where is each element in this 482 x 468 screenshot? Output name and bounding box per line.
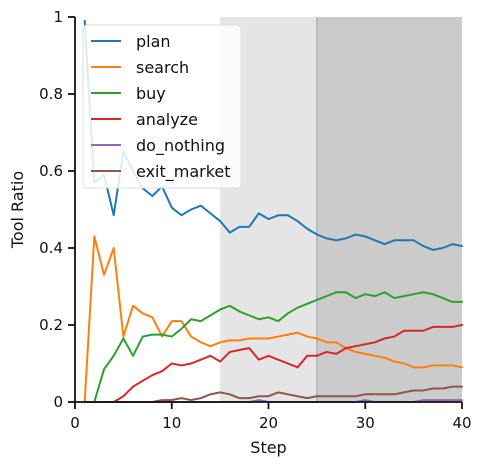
x-tick-label: 40 (452, 414, 471, 432)
shaded-regions (220, 17, 462, 402)
y-tick-label: 1 (53, 8, 63, 26)
x-tick-label: 20 (259, 414, 278, 432)
legend-label-search: search (136, 58, 189, 77)
legend: plan search buy analyze do_nothing exit_marke… (82, 24, 242, 189)
legend-box (82, 24, 242, 189)
x-tick-label: 10 (162, 414, 181, 432)
y-tick-label: 0.6 (39, 162, 63, 180)
x-axis-title: Step (250, 438, 286, 457)
x-tick-label: 30 (356, 414, 375, 432)
legend-label-exit-market: exit_market (136, 162, 231, 182)
y-axis-title: Tool Ratio (8, 171, 27, 249)
x-tick-label: 0 (70, 414, 80, 432)
series-line-analyze (83, 324, 463, 403)
series-line-search (83, 235, 463, 403)
y-tick-label: 0.2 (39, 316, 63, 334)
y-tick-label: 0 (53, 393, 63, 411)
y-axis-ticks: 0 0.2 0.4 0.6 0.8 1 (39, 8, 75, 411)
y-tick-label: 0.4 (39, 239, 63, 257)
legend-label-buy: buy (136, 84, 166, 103)
legend-label-plan: plan (136, 32, 171, 51)
series-line-buy (83, 291, 463, 403)
series-line-plan (83, 19, 463, 251)
y-tick-label: 0.8 (39, 85, 63, 103)
legend-label-do-nothing: do_nothing (136, 136, 225, 156)
legend-label-analyze: analyze (136, 110, 198, 129)
x-axis-ticks: 0 10 20 30 40 (70, 402, 472, 432)
